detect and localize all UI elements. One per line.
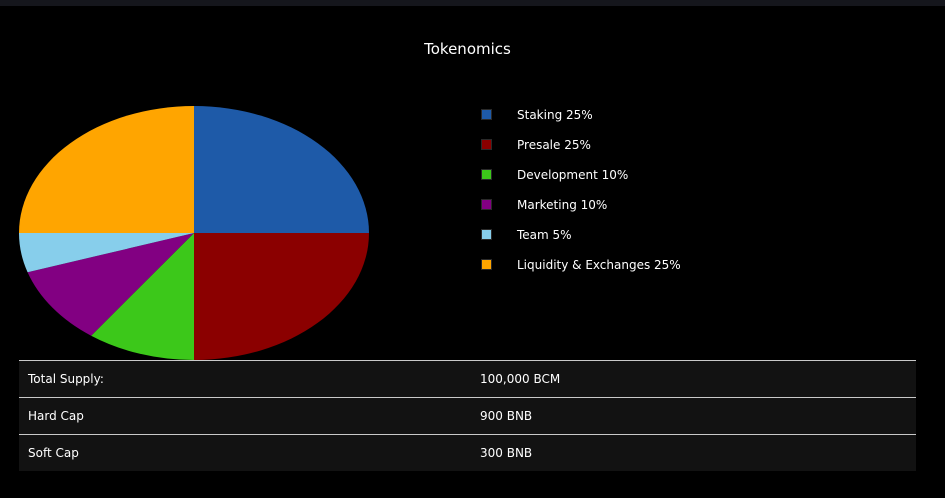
top-bar	[0, 0, 945, 6]
legend-swatch	[481, 229, 492, 240]
chart-title: Tokenomics	[424, 40, 511, 58]
row-label: Soft Cap	[19, 434, 471, 471]
legend-swatch	[481, 259, 492, 270]
legend-label: Team 5%	[517, 228, 572, 242]
row-value: 300 BNB	[471, 434, 916, 471]
table-row: Hard Cap 900 BNB	[19, 397, 916, 435]
pie-slice-0	[194, 106, 369, 233]
legend-label: Presale 25%	[517, 138, 591, 152]
legend-swatch	[481, 139, 492, 150]
row-label: Hard Cap	[19, 397, 471, 435]
legend-swatch	[481, 199, 492, 210]
row-label: Total Supply:	[19, 360, 471, 398]
info-table: Total Supply: 100,000 BCM Hard Cap 900 BNB S…	[19, 360, 916, 471]
legend-label: Staking 25%	[517, 108, 593, 122]
legend-label: Liquidity & Exchanges 25%	[517, 258, 681, 272]
pie-slice-1	[194, 233, 369, 360]
table-row: Total Supply: 100,000 BCM	[19, 360, 916, 398]
row-value: 100,000 BCM	[471, 360, 916, 398]
pie-slice-3	[27, 233, 194, 336]
row-value: 900 BNB	[471, 397, 916, 435]
pie-slice-2	[91, 233, 194, 360]
legend-label: Development 10%	[517, 168, 629, 182]
pie-slice-4	[19, 233, 194, 273]
table-row: Soft Cap 300 BNB	[19, 434, 916, 471]
pie-slice-5	[19, 106, 194, 233]
legend-swatch	[481, 169, 492, 180]
legend-label: Marketing 10%	[517, 198, 608, 212]
legend-swatch	[481, 109, 492, 120]
